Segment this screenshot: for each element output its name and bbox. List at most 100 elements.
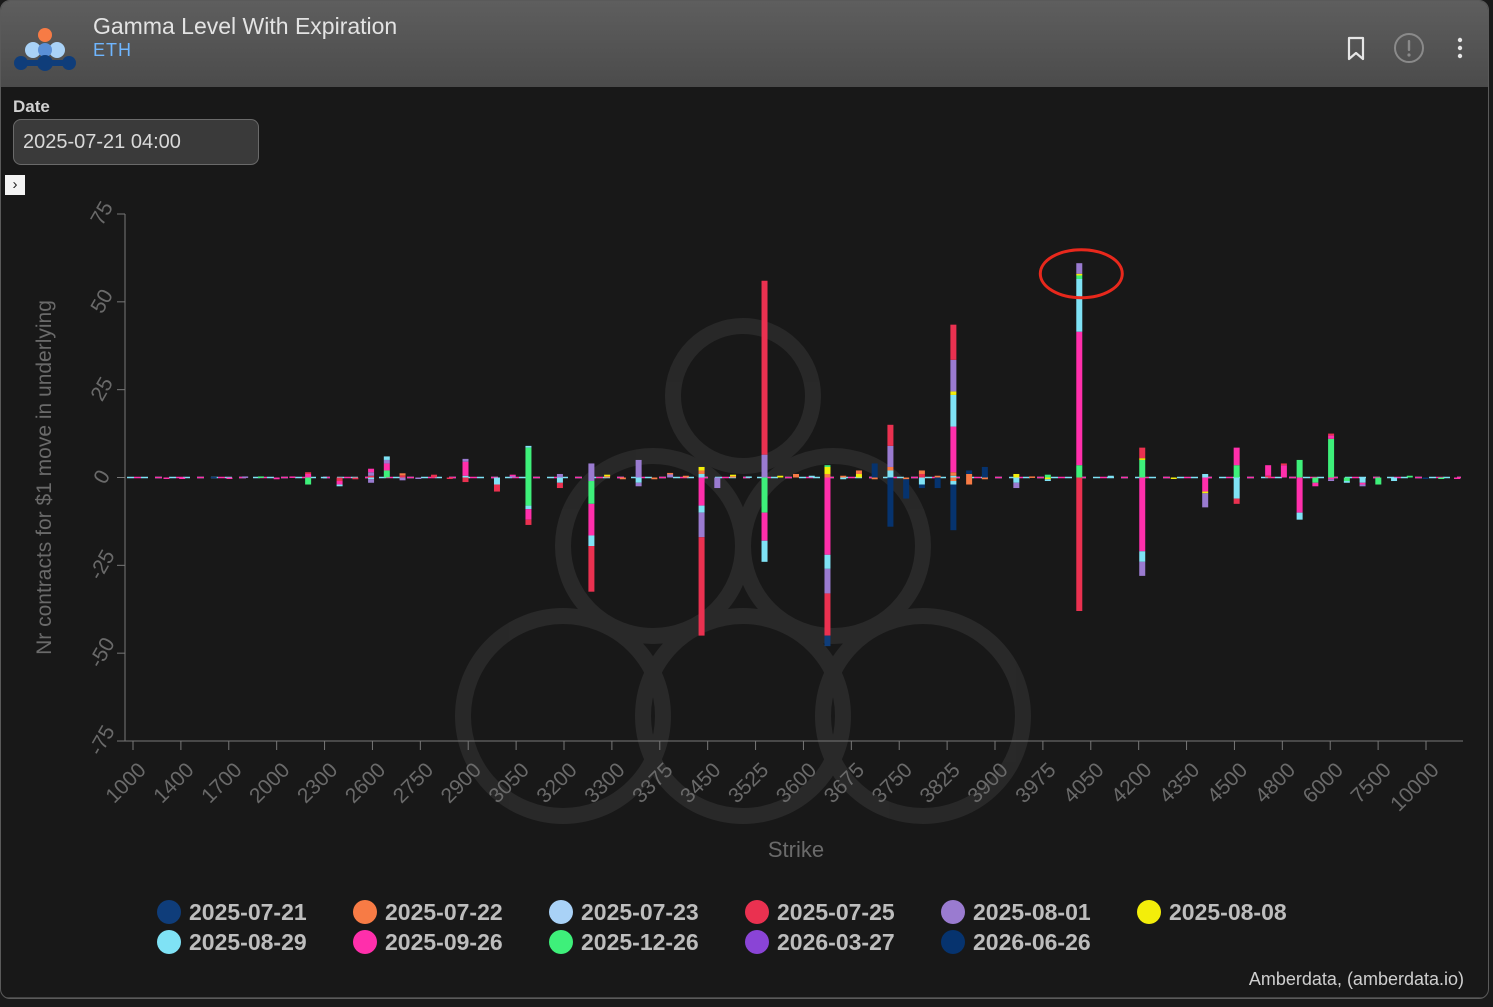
bar-segment: [777, 475, 784, 478]
bar-segment: [698, 537, 705, 636]
logo-icon: [14, 28, 76, 71]
credit-text: Amberdata, (amberdata.io): [1248, 969, 1464, 989]
bar-segment: [1296, 477, 1303, 513]
bar-segment: [1391, 477, 1398, 482]
x-tick-label: 1400: [149, 758, 198, 807]
bar-segment: [1170, 477, 1177, 479]
bar-segment: [399, 475, 406, 478]
bar-segment: [1139, 561, 1146, 576]
legend-item[interactable]: 2026-06-26: [941, 927, 1091, 957]
bar-segment: [824, 477, 831, 555]
bar-segment: [824, 473, 831, 478]
x-axis-title: Strike: [768, 837, 824, 862]
legend-label: 2025-08-29: [189, 928, 307, 955]
y-axis-title: Nr contracts for $1 move in underlying: [33, 300, 56, 655]
legend-item[interactable]: 2025-08-08: [1137, 897, 1287, 927]
bar-segment: [871, 477, 878, 480]
legend-item[interactable]: 2025-09-26: [353, 927, 503, 957]
legend-swatch: [353, 900, 377, 924]
bar-segment: [462, 461, 469, 476]
bar-segment: [1375, 477, 1382, 485]
legend-item[interactable]: 2025-08-29: [157, 927, 307, 957]
legend-swatch: [941, 900, 965, 924]
bar-segment: [462, 477, 469, 483]
bar-segment: [840, 475, 847, 478]
bar-segment: [918, 477, 925, 485]
bar-segment: [1076, 331, 1083, 466]
x-tick-label: 2300: [293, 758, 342, 807]
legend-label: 2025-08-08: [1169, 898, 1287, 925]
bar-segment: [305, 477, 312, 485]
bar-segment: [336, 477, 343, 482]
legend-item[interactable]: 2025-07-23: [549, 897, 699, 927]
more-vertical-icon[interactable]: [1449, 35, 1471, 61]
bar-segment: [1328, 477, 1335, 480]
bar-segment: [1280, 465, 1287, 478]
bar-segment: [588, 463, 595, 478]
bar-segment: [368, 477, 375, 480]
x-tick-label: 6000: [1299, 758, 1348, 807]
legend-label: 2025-07-22: [385, 898, 503, 925]
bar-segment: [682, 475, 689, 478]
bar-segment: [431, 474, 438, 478]
x-tick-label: 2000: [245, 758, 294, 807]
bar-segment: [714, 477, 721, 489]
bar-segment: [257, 476, 264, 478]
legend-label: 2026-06-26: [973, 928, 1091, 955]
bar-segment: [761, 280, 768, 455]
bar-segment: [1328, 479, 1335, 482]
bar-segment: [210, 476, 217, 479]
legend-item[interactable]: 2026-03-27: [745, 927, 895, 957]
bar-segment: [950, 324, 957, 360]
bar-segment: [1280, 463, 1287, 466]
bar-segment: [761, 477, 768, 513]
widget-title: Gamma Level With Expiration: [93, 13, 398, 39]
bar-segment: [1296, 459, 1303, 478]
bar-segment: [1013, 477, 1020, 483]
date-input[interactable]: [13, 119, 259, 165]
legend-swatch: [157, 930, 181, 954]
bar-segment: [1296, 512, 1303, 520]
bar-segment: [588, 546, 595, 592]
bar-segment: [651, 477, 658, 480]
bar-segment: [368, 468, 375, 473]
chevron-right-icon[interactable]: ›: [5, 175, 25, 195]
bar-segment: [934, 475, 941, 478]
legend-item[interactable]: 2025-07-22: [353, 897, 503, 927]
bar-segment: [383, 470, 390, 478]
bar-segment: [918, 473, 925, 478]
bar-segment: [1265, 465, 1272, 476]
bar-segment: [903, 477, 910, 480]
bar-segment: [950, 484, 957, 531]
legend-item[interactable]: 2025-07-21: [157, 897, 307, 927]
bar-segment: [1406, 475, 1413, 478]
x-tick-label: 4350: [1155, 758, 1204, 807]
bar-segment: [1265, 475, 1272, 478]
legend-swatch: [549, 930, 573, 954]
legend-item[interactable]: 2025-12-26: [549, 927, 699, 957]
widget-header: Gamma Level With Expiration ETH: [1, 1, 1488, 87]
bar-segment: [1438, 477, 1445, 479]
bar-segment: [824, 466, 831, 474]
y-tick-label: 75: [86, 198, 118, 230]
bar-segment: [1233, 447, 1240, 466]
bar-segment: [1233, 465, 1240, 478]
bar-segment: [1044, 474, 1051, 478]
y-tick-label: -75: [85, 722, 120, 760]
bar-segment: [1139, 447, 1146, 459]
alert-icon[interactable]: [1393, 32, 1425, 64]
bar-segment: [525, 509, 532, 520]
bar-segment: [320, 476, 327, 479]
bar-segment: [493, 477, 500, 485]
legend-item[interactable]: 2025-08-01: [941, 897, 1091, 927]
bar-segment: [824, 465, 831, 467]
legend-item[interactable]: 2025-07-25: [745, 897, 895, 927]
bar-segment: [289, 476, 296, 478]
date-label: Date: [13, 97, 50, 116]
x-tick-label: 3525: [724, 758, 773, 807]
bar-segment: [1312, 477, 1319, 483]
legend-label: 2025-07-25: [777, 898, 895, 925]
bookmark-icon[interactable]: [1343, 35, 1369, 61]
bar-segment: [1076, 278, 1083, 332]
